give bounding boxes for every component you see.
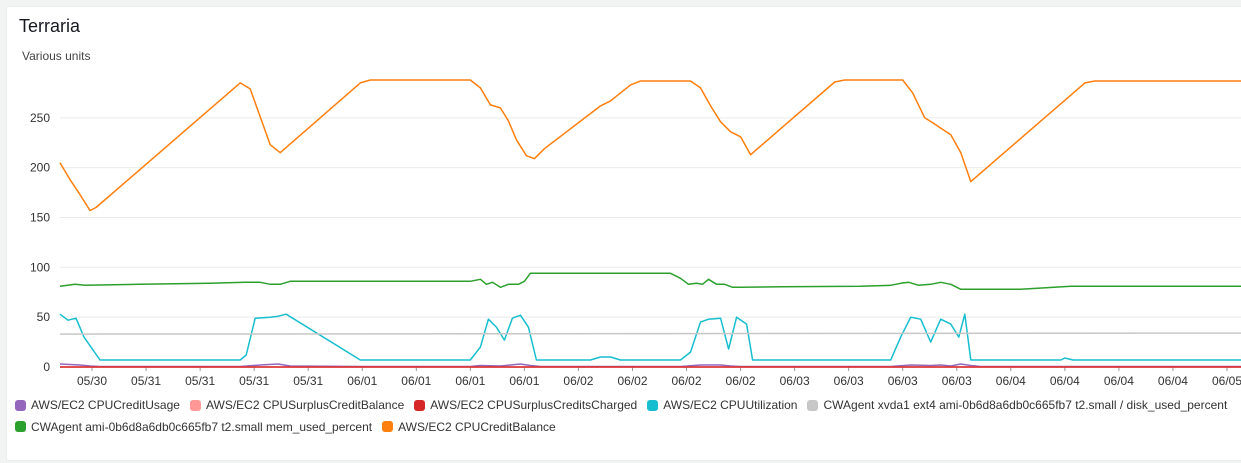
series-line-5 bbox=[59, 272, 1241, 291]
legend-swatch bbox=[382, 421, 394, 432]
y-tick-label: 50 bbox=[37, 310, 51, 324]
x-tick-label: 06/02 bbox=[726, 374, 756, 388]
x-tick-label: 05/31 bbox=[185, 374, 215, 388]
x-tick-label: 06/02 bbox=[563, 374, 593, 388]
series-layer bbox=[59, 79, 1241, 368]
chart-legend: AWS/EC2 CPUCreditUsage AWS/EC2 CPUSurplus… bbox=[15, 395, 1240, 438]
x-tick-label: 06/01 bbox=[455, 374, 485, 388]
x-tick-label: 06/04 bbox=[996, 374, 1026, 388]
x-tick-label: 06/03 bbox=[942, 374, 972, 388]
legend-label: AWS/EC2 CPUCreditBalance bbox=[398, 419, 556, 434]
x-tick-label: 05/31 bbox=[293, 374, 323, 388]
series-line-0 bbox=[59, 363, 1241, 368]
x-tick-label: 06/03 bbox=[780, 374, 810, 388]
legend-swatch bbox=[15, 421, 26, 432]
y-tick-label: 250 bbox=[30, 111, 50, 125]
x-tick-label: 05/30 bbox=[77, 374, 107, 388]
legend-swatch bbox=[414, 399, 426, 411]
x-tick-label: 06/01 bbox=[509, 374, 539, 388]
legend-item[interactable]: AWS/EC2 CPUCreditBalance bbox=[382, 417, 556, 437]
legend-item[interactable]: CWAgent xvda1 ext4 ami-0b6d8a6db0c665fb7… bbox=[807, 395, 1227, 415]
legend-label: AWS/EC2 CPUCreditUsage bbox=[31, 398, 180, 412]
legend-label: AWS/EC2 CPUSurplusCreditsCharged bbox=[430, 398, 638, 412]
x-tick-label: 06/01 bbox=[347, 374, 377, 388]
x-tick-label: 06/03 bbox=[834, 374, 864, 388]
x-tick-label: 06/03 bbox=[888, 374, 918, 388]
legend-label: AWS/EC2 CPUSurplusCreditBalance bbox=[205, 398, 405, 412]
y-tick-label: 200 bbox=[30, 161, 50, 175]
grid-layer bbox=[60, 117, 1241, 368]
chart-panel: Terraria Various units bbox=[6, 6, 1241, 461]
legend-item[interactable]: AWS/EC2 CPUSurplusCreditBalance bbox=[189, 395, 405, 415]
x-axis-ticks: 05/30 05/31 05/31 05/31 05/31 06/01 06/01 06/01… bbox=[77, 367, 1241, 388]
legend-label: AWS/EC2 CPUUtilization bbox=[663, 398, 798, 412]
x-tick-label: 05/31 bbox=[131, 374, 161, 388]
x-tick-label: 05/31 bbox=[239, 374, 269, 388]
legend-swatch bbox=[15, 399, 26, 411]
legend-swatch bbox=[189, 399, 201, 411]
x-tick-label: 06/04 bbox=[1158, 374, 1188, 388]
legend-item[interactable]: AWS/EC2 CPUCreditUsage bbox=[15, 395, 180, 415]
legend-item[interactable]: CWAgent ami-0b6d8a6db0c665fb7 t2.small m… bbox=[15, 417, 372, 437]
legend-swatch bbox=[807, 399, 819, 411]
y-tick-label: 150 bbox=[30, 211, 50, 225]
legend-label: CWAgent xvda1 ext4 ami-0b6d8a6db0c665fb7… bbox=[823, 398, 1228, 412]
x-tick-label: 06/05 bbox=[1212, 374, 1241, 388]
series-line-3 bbox=[59, 313, 1241, 361]
y-tick-label: 100 bbox=[30, 260, 50, 274]
x-tick-label: 06/04 bbox=[1104, 374, 1134, 388]
x-tick-label: 06/01 bbox=[401, 374, 431, 388]
legend-item[interactable]: AWS/EC2 CPUUtilization bbox=[647, 395, 797, 415]
x-tick-label: 06/02 bbox=[672, 374, 702, 388]
y-axis-label: Various units bbox=[22, 49, 91, 63]
y-axis-ticks: 0 50 100 150 200 250 bbox=[30, 111, 50, 374]
y-tick-label: 0 bbox=[43, 360, 50, 374]
legend-label: CWAgent ami-0b6d8a6db0c665fb7 t2.small m… bbox=[31, 419, 373, 434]
panel-title: Terraria bbox=[19, 16, 81, 36]
series-line-6 bbox=[59, 79, 1241, 212]
legend-item[interactable]: AWS/EC2 CPUSurplusCreditsCharged bbox=[414, 395, 637, 415]
legend-swatch bbox=[647, 399, 659, 411]
x-tick-label: 06/02 bbox=[617, 374, 647, 388]
series-line-4 bbox=[59, 332, 1241, 335]
x-tick-label: 06/04 bbox=[1050, 374, 1080, 388]
